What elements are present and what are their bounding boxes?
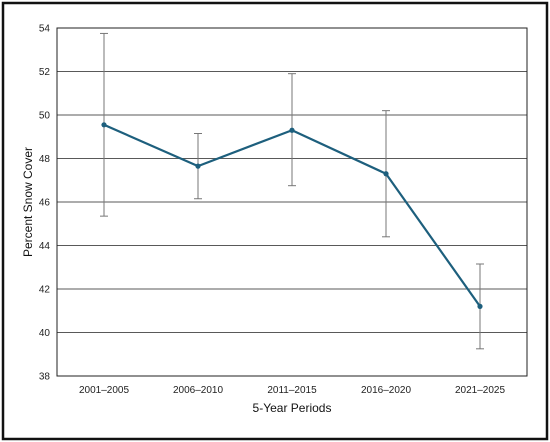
y-tick-label: 48 — [39, 154, 51, 165]
x-tick-label: 2001–2005 — [79, 385, 129, 396]
x-tick-label: 2016–2020 — [361, 385, 411, 396]
data-point — [289, 127, 295, 133]
y-tick-label: 54 — [39, 24, 51, 35]
data-point — [195, 163, 201, 169]
y-axis-label: Percent Snow Cover — [21, 147, 35, 257]
data-point — [101, 122, 107, 128]
y-tick-label: 42 — [39, 285, 51, 296]
x-tick-label: 2006–2010 — [173, 385, 223, 396]
x-axis-label: 5-Year Periods — [253, 401, 332, 415]
x-tick-label: 2011–2015 — [267, 385, 317, 396]
data-point — [477, 303, 483, 309]
y-tick-label: 46 — [39, 198, 51, 209]
x-tick-label: 2021–2025 — [455, 385, 505, 396]
x-axis-ticks: 2001–2005 2006–2010 2011–2015 2016–2020 2021… — [79, 385, 505, 396]
y-tick-label: 40 — [39, 328, 51, 339]
y-tick-label: 52 — [39, 67, 51, 78]
y-tick-label: 44 — [39, 241, 51, 252]
y-axis-ticks: 38 40 42 44 46 48 50 52 54 — [39, 24, 51, 383]
y-tick-label: 38 — [39, 372, 51, 383]
gridlines — [57, 27, 527, 377]
data-point — [383, 171, 389, 177]
y-tick-label: 50 — [39, 111, 51, 122]
data-points — [101, 122, 483, 309]
